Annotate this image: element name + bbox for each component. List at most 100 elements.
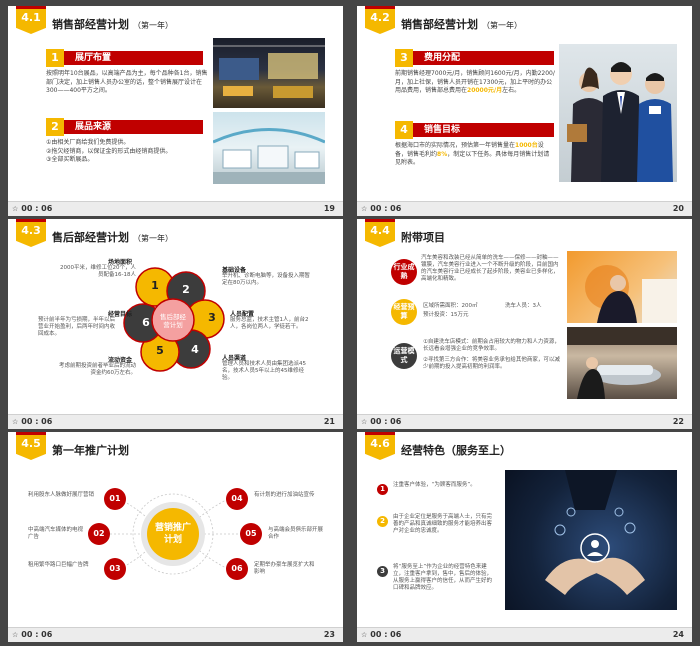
label-text-3: 服务总监，技术主管1人，前台2人，各岗位两人，学徒若干。: [230, 317, 309, 330]
promo-text-1: 利用股东人脉做好展厅营销: [28, 492, 95, 498]
slide-title: 售后部经营计划 （第一年）: [52, 231, 173, 244]
section-badge: 4.6: [365, 432, 395, 460]
section-text: 按照明年10台展品，以高端产品为主，每个品种各1台，销售部门决定，加上销售人员办…: [46, 70, 208, 94]
section-badge: 4.4: [365, 219, 395, 247]
section-bar: 展厅布置: [53, 51, 203, 65]
slide-title: 销售部经营计划 （第一年）: [401, 18, 522, 31]
promo-text-6: 定期举办豪车展览扩大和影响: [254, 562, 315, 575]
section-bar: 销售目标: [402, 123, 554, 137]
petal-label-6: 6: [142, 316, 150, 329]
petal-center-label: 售后部经营计划: [160, 313, 186, 329]
section-number: 4: [395, 121, 413, 139]
clock-icon: ☆: [12, 418, 19, 426]
slide-24[interactable]: 4.6 经营特色（服务至上） 1 注重客户体验，“为顾客而服务”。 2 由于企业…: [357, 432, 692, 642]
slide-title: 附带项目: [401, 231, 445, 244]
slide-footer: ☆ 00 : 06 20: [357, 201, 692, 216]
slide-title: 经营特色（服务至上）: [401, 444, 511, 457]
label-title-1: 场地面积: [108, 259, 133, 266]
budget-staff: 洗车人员：3人: [505, 303, 542, 309]
section-badge: 4.3: [16, 219, 46, 247]
promo-num-6: 06: [226, 558, 248, 580]
section-list: ①由相关厂商给我们免费提供。 ②拖欠经销商，以保证金的形式由经销商提供。 ③全部…: [46, 139, 172, 163]
section-bar: 费用分配: [402, 51, 554, 65]
petal-label-3: 3: [208, 311, 216, 324]
slide-number: 22: [672, 417, 684, 426]
promo-num-1: 01: [104, 488, 126, 510]
industry-text: 汽车美容和改装已经从简单的洗车——保修——封釉——镀膜，汽车美容行业进入一个不断…: [421, 255, 559, 282]
label-text-4: 管理人员和技术人员由集团选派45名，技术人员5年以上的45维修经验。: [222, 361, 306, 381]
promo-num-2: 02: [88, 523, 110, 545]
clock-icon: ☆: [12, 631, 19, 639]
slide-footer: ☆ 00 : 06 24: [357, 627, 692, 642]
promo-connectors: [106, 493, 242, 575]
petal-label-1: 1: [151, 279, 159, 292]
slide-number: 23: [323, 630, 335, 639]
section-badge: 4.1: [16, 6, 46, 34]
section-badge: 4.2: [365, 6, 395, 34]
petal-diagram: [123, 267, 225, 372]
slide-title: 销售部经营计划 （第一年）: [52, 18, 173, 31]
section-badge: 4.5: [16, 432, 46, 460]
budget-invest: 预计投资：15万元: [423, 312, 469, 318]
industry-circle: 行业成熟: [391, 259, 417, 285]
petal-label-5: 5: [156, 344, 164, 357]
clock-icon: ☆: [12, 205, 19, 213]
section-text: 前期销售经理7000元/月，销售顾问1600元/月，内勤2200/月，加上社保，…: [395, 70, 555, 94]
slide-number: 19: [323, 204, 335, 213]
label-title-4: 人员渠道: [222, 355, 247, 362]
petal-label-2: 2: [182, 283, 190, 296]
slide-number: 24: [672, 630, 684, 639]
section-text: 根据海口市的实际情况，预估第一年销售量在1000台设备，销售毛利约8%，制定以下…: [395, 142, 550, 166]
slide-number: 21: [323, 417, 335, 426]
center-circle: [147, 508, 199, 560]
section-number: 1: [46, 49, 64, 67]
feature-text-3: 将“服务至上”作为企业的经营特色来建立，注重客户拿到，售中，售后的体验，从服务上…: [393, 564, 493, 591]
car-service-photo: [567, 251, 677, 323]
label-text-5: 考虑前期投资前者毕业后的流动资金约60万左右。: [58, 363, 136, 376]
feature-text-1: 注重客户体验，“为顾客而服务”。: [393, 482, 476, 488]
petal-center: [151, 298, 195, 342]
operation-circle: 运营模式: [391, 343, 417, 369]
slide-title: 第一年推广计划: [52, 444, 129, 457]
section-bar: 展品来源: [53, 120, 203, 134]
slide-22[interactable]: 4.4 附带项目 行业成熟 汽车美容和改装已经从简单的洗车——保修——封釉——镀…: [357, 219, 692, 429]
label-title-6: 经营目标: [108, 311, 133, 318]
budget-circle: 经营预算: [391, 299, 417, 325]
promo-num-4: 04: [226, 488, 248, 510]
center-label: 营销推广计划: [154, 523, 191, 545]
slide-23[interactable]: 4.5 第一年推广计划 营销推广计划 01 利用股东人脉做好展厅营销 02 中高…: [8, 432, 343, 642]
label-title-3: 人员配置: [230, 311, 255, 318]
clock-icon: ☆: [361, 418, 368, 426]
budget-area: 区域所需面积：200㎡: [423, 303, 478, 309]
slide-footer: ☆ 00 : 06 19: [8, 201, 343, 216]
showroom-photo: [213, 38, 325, 108]
feature-num-2: 2: [377, 516, 388, 527]
petal-label-4: 4: [191, 343, 199, 356]
slide-20[interactable]: 4.2 销售部经营计划 （第一年） 费用分配 3 前期销售经理7000元/月，销售…: [357, 6, 692, 216]
service-hands-photo: [505, 470, 677, 610]
label-title-5: 流动资金: [108, 357, 133, 364]
slide-footer: ☆ 00 : 06 21: [8, 414, 343, 429]
section-number: 2: [46, 118, 64, 136]
slide-21[interactable]: 4.3 售后部经营计划 （第一年） 1 2 3 4 5 6 售后部经营计划 场地面…: [8, 219, 343, 429]
feature-num-1: 1: [377, 484, 388, 495]
label-text-1: 2000平米，维修工位20个，人员配备16-18人: [60, 265, 136, 278]
label-text-2: 举升机、诊断电脑等，设备投入期暂定在80万以内。: [222, 273, 311, 286]
label-title-2: 基础设备: [222, 267, 247, 274]
slide-footer: ☆ 00 : 06 22: [357, 414, 692, 429]
promo-num-3: 03: [104, 558, 126, 580]
clock-icon: ☆: [361, 631, 368, 639]
label-text-6: 预计前半年为亏损期，半年以后营业开始盈利，后两年时间内收回成本。: [38, 317, 116, 337]
slide-footer: ☆ 00 : 06 23: [8, 627, 343, 642]
operation-line-2: ②寻找第三方合作：将美容业务承包给其他商家，可以减少前期的投入提高初期的利润率。: [423, 357, 560, 370]
exhibition-hall-photo: [213, 112, 325, 184]
slide-number: 20: [672, 204, 684, 213]
sales-team-photo: [559, 44, 677, 182]
promo-text-4: 有计划的进行加油站宣传: [254, 492, 315, 498]
promo-text-2: 中高端汽车媒体的电视广告: [28, 527, 84, 540]
showroom-cars-photo: [567, 327, 677, 399]
slide-19[interactable]: 4.1 销售部经营计划 （第一年） 展厅布置 1 按照明年10台展品，以高端产品为…: [8, 6, 343, 216]
promo-text-5: 与高端会员俱乐部开展合作: [268, 527, 324, 540]
feature-num-3: 3: [377, 566, 388, 577]
clock-icon: ☆: [361, 205, 368, 213]
